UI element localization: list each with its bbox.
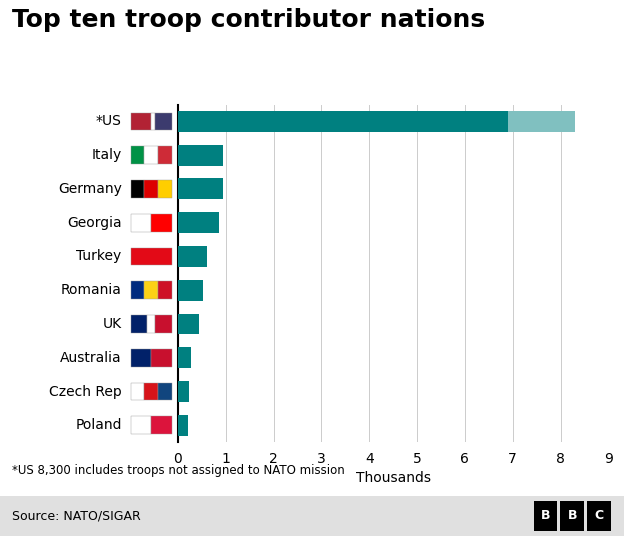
Bar [178,415,188,436]
Text: Source: NATO/SIGAR: Source: NATO/SIGAR [12,510,141,523]
Bar [178,178,223,199]
Bar [178,246,207,267]
Bar [178,212,219,233]
Bar [178,381,189,402]
Text: Czech Rep: Czech Rep [49,384,122,399]
Text: Australia: Australia [60,351,122,365]
Bar [508,111,575,132]
Bar [178,314,199,334]
Bar [178,347,191,368]
Text: Romania: Romania [61,283,122,297]
Text: Georgia: Georgia [67,215,122,230]
Text: UK: UK [102,317,122,331]
Bar [178,280,203,301]
Bar [178,145,223,166]
Text: B: B [567,509,577,523]
Text: *US 8,300 includes troops not assigned to NATO mission: *US 8,300 includes troops not assigned t… [12,464,345,477]
Text: Italy: Italy [92,148,122,162]
Text: Turkey: Turkey [76,249,122,264]
X-axis label: Thousands: Thousands [356,472,431,486]
Text: Top ten troop contributor nations: Top ten troop contributor nations [12,8,485,32]
Text: B: B [540,509,550,523]
Bar [178,111,508,132]
Text: Germany: Germany [58,182,122,196]
Text: C: C [595,509,603,523]
Text: Poland: Poland [75,418,122,433]
Text: *US: *US [96,114,122,129]
